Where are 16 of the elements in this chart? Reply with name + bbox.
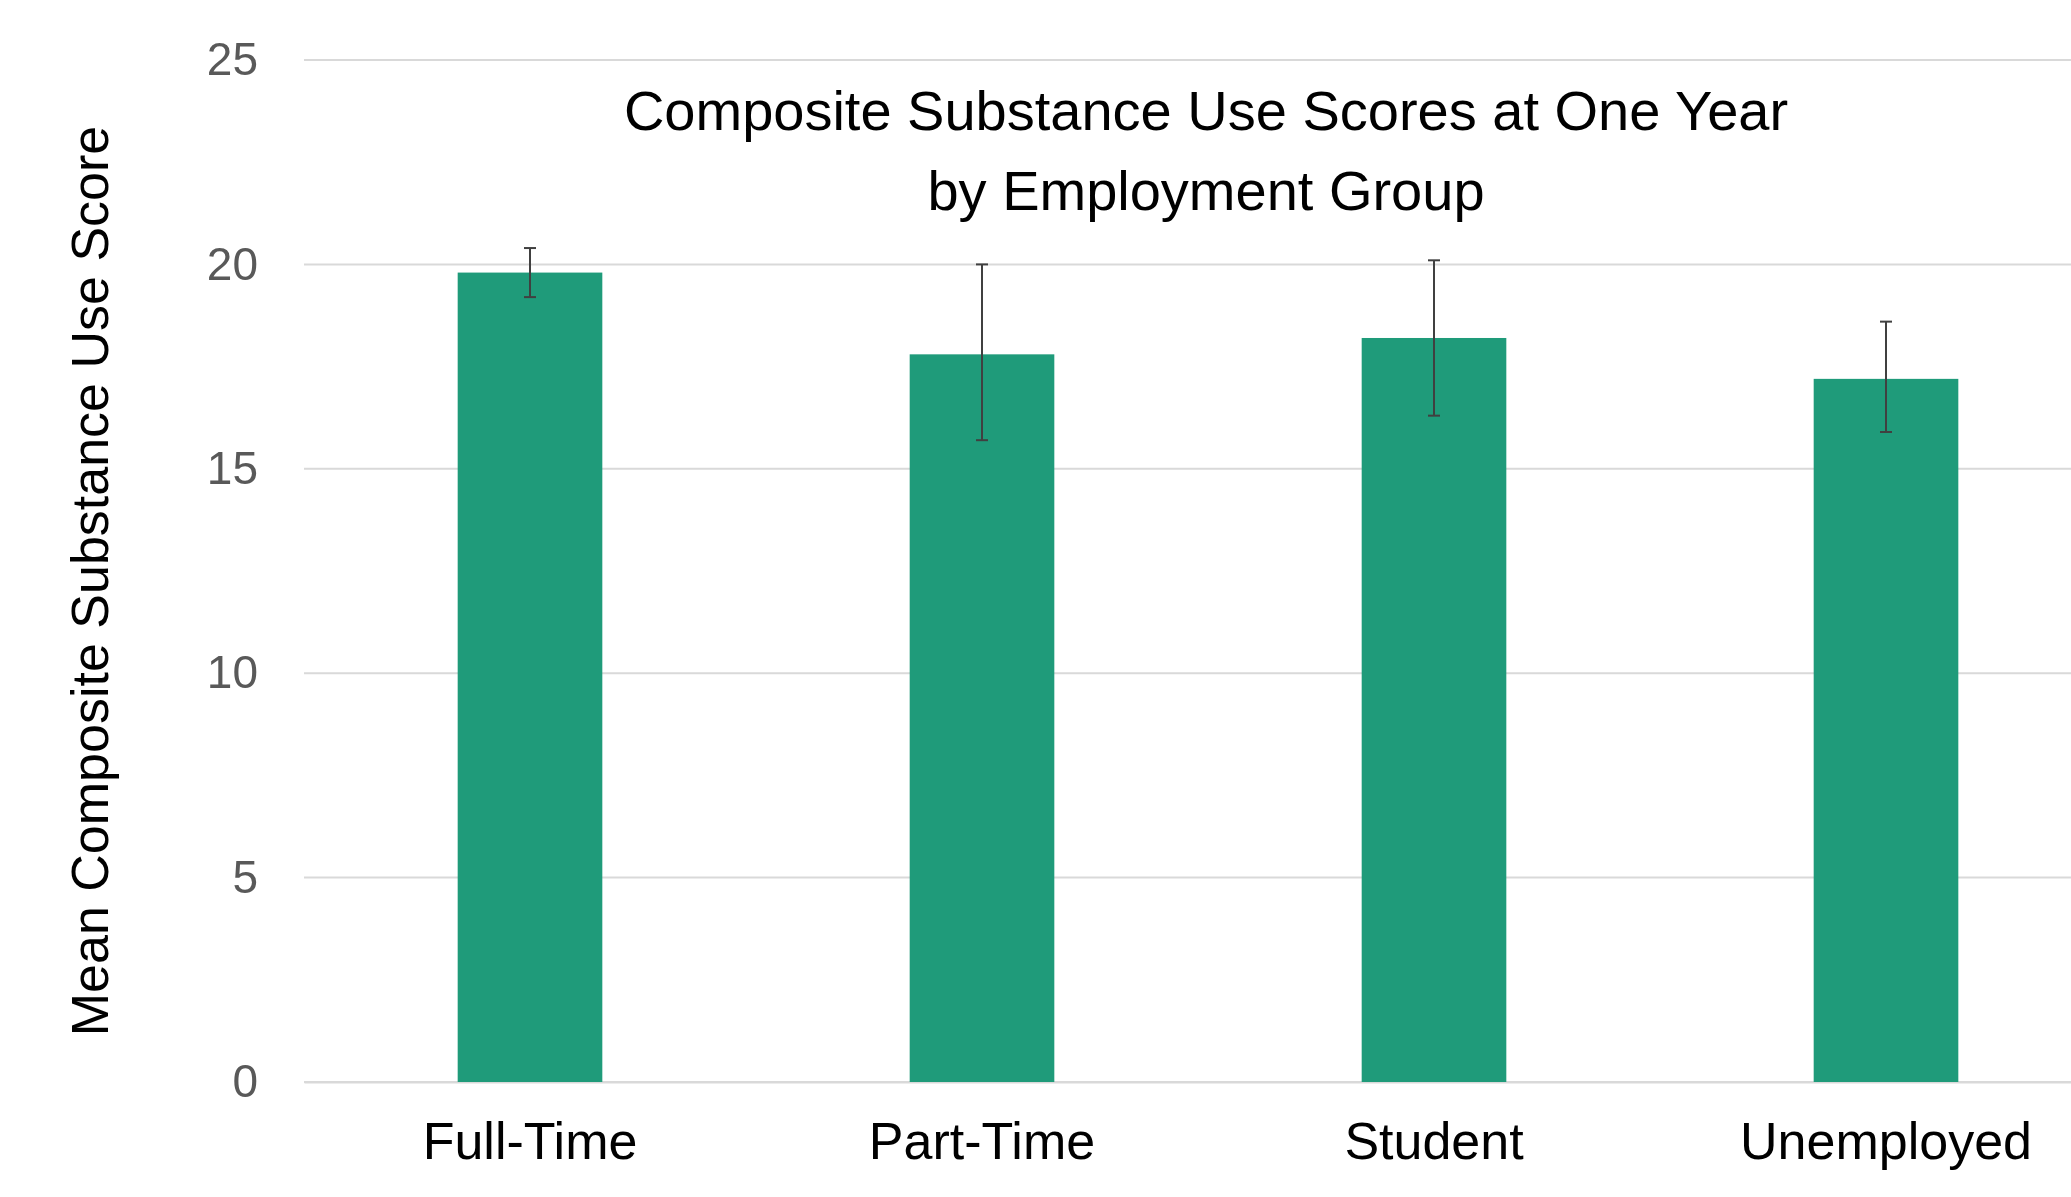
x-tick-label: Student — [1344, 1111, 1525, 1170]
y-axis-title: Mean Composite Substance Use Score — [61, 125, 119, 1037]
y-tick-label: 25 — [206, 33, 258, 86]
bar — [1813, 378, 1959, 1082]
x-tick-label: Part-Time — [868, 1111, 1096, 1170]
text: Composite Substance Use Scores at One Year by Employment Group — [623, 79, 1789, 222]
bar — [1361, 337, 1507, 1082]
x-tick-label: Unemployed — [1740, 1111, 2032, 1170]
y-tick-label: 10 — [206, 646, 258, 699]
y-tick-label: 20 — [206, 237, 258, 290]
y-tick-label: 0 — [232, 1055, 258, 1108]
bar — [909, 354, 1055, 1082]
bar — [457, 272, 603, 1082]
x-tick-label: Full-Time — [422, 1111, 638, 1170]
y-tick-label: 15 — [206, 442, 258, 495]
y-tick-label: 5 — [232, 850, 258, 903]
